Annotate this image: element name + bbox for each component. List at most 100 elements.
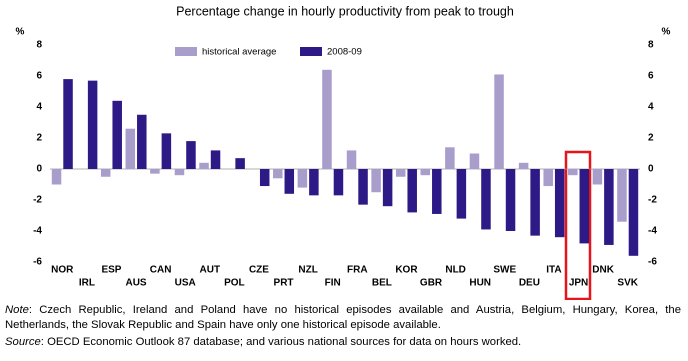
bar (579, 169, 590, 244)
legend-swatch (175, 47, 197, 56)
bar (309, 169, 319, 196)
y-tick-label: 2 (36, 133, 42, 144)
chart: Percentage change in hourly productivity… (16, 4, 671, 300)
y2-tick-label: -4 (648, 226, 657, 237)
note-text: : Czech Republic, Ireland and Poland hav… (5, 304, 681, 331)
bar (395, 169, 406, 177)
bar (530, 169, 540, 236)
legend-label: 2008-09 (327, 47, 362, 58)
bar (371, 169, 381, 193)
bar (382, 169, 393, 207)
bar (481, 169, 491, 230)
bar (137, 114, 147, 169)
bar (210, 150, 221, 169)
source-label: Source (5, 336, 41, 348)
bar (628, 169, 639, 256)
bar (358, 169, 368, 205)
bar (494, 74, 504, 169)
x-tick-label: FIN (325, 278, 341, 289)
bar (297, 169, 308, 188)
notes: Note: Czech Republic, Ireland and Poland… (5, 303, 681, 352)
x-tick-label: USA (175, 278, 196, 289)
bar (87, 80, 98, 169)
bar (604, 169, 614, 245)
x-tick-label: AUS (125, 278, 146, 289)
bar (554, 169, 565, 238)
chart-title: Percentage change in hourly productivity… (176, 4, 514, 18)
bar (617, 169, 627, 222)
bar (568, 169, 578, 176)
note: Note: Czech Republic, Ireland and Poland… (5, 303, 681, 333)
y2-tick-label: 2 (648, 133, 654, 144)
highlight-box (564, 150, 592, 300)
bar (543, 169, 553, 187)
x-tick-label: SWE (493, 265, 516, 276)
x-tick-label: ITA (546, 265, 561, 276)
x-tick-label: BEL (372, 278, 392, 289)
bar (150, 169, 160, 174)
x-tick-label: CZE (249, 265, 269, 276)
bar (322, 69, 332, 169)
x-tick-label: NZL (298, 265, 317, 276)
y2-tick-label: 0 (648, 164, 654, 175)
bar (174, 169, 185, 176)
legend-label: historical average (202, 47, 276, 58)
y-tick-label: 4 (36, 102, 42, 113)
bar (199, 162, 209, 169)
bar (125, 128, 136, 169)
bar (518, 162, 529, 169)
x-tick-label: AUT (200, 265, 221, 276)
source: Source: OECD Economic Outlook 87 databas… (5, 335, 681, 350)
bar (445, 147, 455, 169)
y2-tick-label: 4 (648, 102, 654, 113)
x-tick-label: GBR (420, 278, 443, 289)
bar (63, 79, 73, 169)
x-tick-label: FRA (347, 265, 368, 276)
y-tick-label: -6 (33, 257, 42, 268)
bar (161, 133, 172, 169)
x-tick-label: JPN (569, 278, 588, 289)
bar (346, 150, 357, 169)
x-tick-label: DNK (592, 265, 614, 276)
x-tick-label: NLD (445, 265, 466, 276)
x-tick-label: CAN (150, 265, 172, 276)
bar (469, 153, 480, 169)
x-tick-label: POL (224, 278, 245, 289)
bar (51, 169, 62, 185)
bar (407, 169, 417, 213)
bar (186, 141, 196, 169)
bar (432, 169, 442, 214)
y-tick-label: 8 (36, 40, 42, 51)
x-tick-label: NOR (51, 265, 74, 276)
x-tick-label: PRT (274, 278, 294, 289)
y2-tick-label: 6 (648, 71, 654, 82)
legend-swatch (300, 47, 322, 56)
x-tick-label: IRL (79, 278, 95, 289)
y-tick-label: -4 (33, 226, 42, 237)
bar (100, 169, 111, 177)
bar (456, 169, 467, 219)
y-unit: % (16, 27, 25, 38)
bar (273, 169, 283, 179)
bar (112, 100, 122, 169)
bar (420, 169, 431, 176)
x-tick-label: KOR (395, 265, 418, 276)
y-tick-label: 0 (36, 164, 42, 175)
x-tick-label: DEU (519, 278, 540, 289)
y2-tick-label: -2 (648, 195, 657, 206)
bar (235, 158, 245, 169)
y-tick-label: -2 (33, 195, 42, 206)
bar (284, 169, 295, 194)
bar (505, 169, 516, 231)
x-tick-label: ESP (101, 265, 121, 276)
y-tick-label: 6 (36, 71, 42, 82)
x-tick-label: SVK (617, 278, 638, 289)
x-tick-label: HUN (469, 278, 491, 289)
bar (592, 169, 603, 185)
y2-unit: % (662, 27, 671, 38)
bar (333, 169, 344, 196)
source-text: : OECD Economic Outlook 87 database; and… (40, 336, 522, 348)
y2-tick-label: -6 (648, 257, 657, 268)
y2-tick-label: 8 (648, 40, 654, 51)
